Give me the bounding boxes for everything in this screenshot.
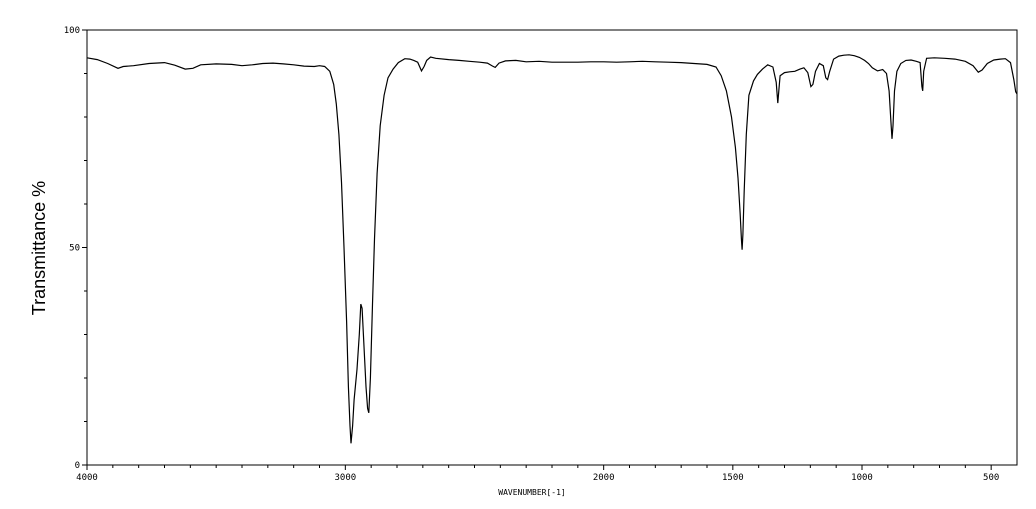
y-tick-label: 0: [75, 461, 80, 471]
x-ticks: 4000 3000 2000 1500 1000 500: [76, 465, 999, 483]
x-tick-label: 2000: [593, 473, 615, 483]
y-tick-label: 50: [69, 244, 80, 254]
x-axis-label: WAVENUMBER[-1]: [498, 488, 565, 497]
x-tick-label: 4000: [76, 473, 98, 483]
y-tick-label: 100: [64, 26, 80, 36]
y-ticks: 0 50 100: [64, 26, 87, 471]
transmittance-line: [86, 54, 1018, 444]
x-tick-label: 1000: [851, 473, 873, 483]
x-tick-label: 3000: [334, 473, 356, 483]
y-axis-label: Transmittance %: [29, 181, 49, 315]
x-tick-label: 500: [983, 473, 999, 483]
x-tick-label: 1500: [722, 473, 744, 483]
plot-frame: [86, 29, 1018, 466]
